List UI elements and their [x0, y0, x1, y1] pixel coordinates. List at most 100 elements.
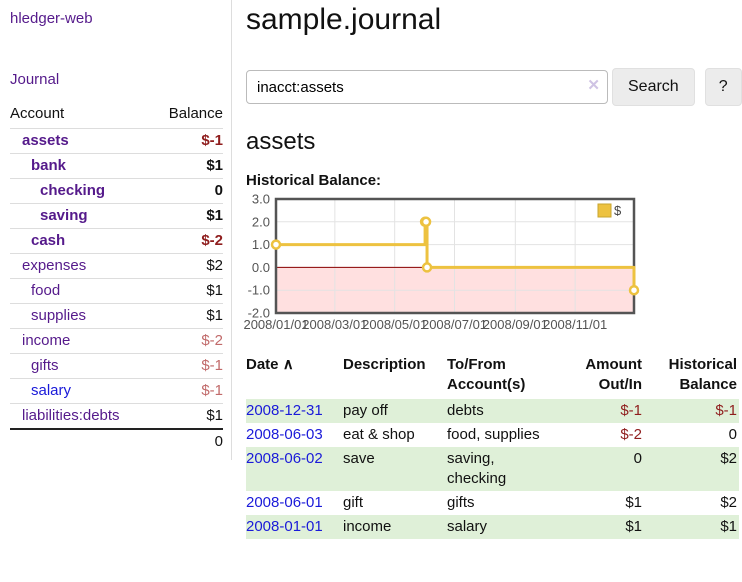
accounts-col-account: Account [10, 105, 65, 122]
transaction-accounts: salary [447, 518, 488, 535]
svg-text:2008/03/01: 2008/03/01 [302, 317, 367, 332]
col-amount: Amount Out/In [585, 356, 642, 393]
transaction-date-link[interactable]: 2008-06-01 [246, 494, 323, 511]
account-row: salary $-1 [10, 378, 223, 404]
transaction-row: 2008-12-31 pay off debts $-1 $-1 [246, 399, 739, 423]
transaction-balance: $2 [720, 450, 737, 467]
account-row: gifts $-1 [10, 353, 223, 379]
main-content: sample.journal ✕ Search ? assets Histori… [232, 0, 742, 563]
account-balance: $1 [152, 403, 223, 429]
transaction-description: save [343, 450, 375, 467]
legend-swatch [597, 203, 612, 218]
transaction-balance: $2 [720, 494, 737, 511]
sidebar-item-journal[interactable]: Journal [10, 71, 60, 88]
account-row: bank $1 [10, 153, 223, 179]
accounts-col-balance: Balance [168, 105, 223, 122]
svg-text:2008/05/01: 2008/05/01 [362, 317, 427, 332]
account-link[interactable]: liabilities:debts [22, 407, 120, 424]
account-heading: assets [246, 128, 316, 155]
transaction-date-link[interactable]: 2008-06-02 [246, 450, 323, 467]
account-link[interactable]: assets [22, 132, 69, 149]
accounts-total-row: 0 [10, 428, 223, 454]
transaction-description: gift [343, 494, 364, 511]
transaction-row: 2008-06-02 save saving, checking 0 $2 [246, 447, 739, 491]
account-balance: 0 [152, 178, 223, 204]
accounts-tbody: assets $-1 bank $1 checking 0 saving $1 … [10, 128, 223, 429]
search-input[interactable] [246, 70, 608, 104]
account-link[interactable]: food [31, 282, 61, 299]
transaction-row: 2008-06-03 eat & shop food, supplies $-2… [246, 423, 739, 447]
transaction-amount: $-2 [620, 426, 642, 443]
transaction-row: 2008-06-01 gift gifts $1 $2 [246, 491, 739, 515]
account-link[interactable]: salary [31, 382, 72, 399]
transaction-date-link[interactable]: 2008-06-03 [246, 426, 323, 443]
account-balance: $-1 [152, 128, 223, 154]
account-link[interactable]: supplies [31, 307, 87, 324]
account-row: saving $1 [10, 203, 223, 229]
svg-text:0.0: 0.0 [252, 260, 270, 275]
svg-text:2008/07/01: 2008/07/01 [422, 317, 487, 332]
account-link[interactable]: income [22, 332, 71, 349]
account-link[interactable]: checking [40, 182, 106, 199]
transaction-amount: $1 [625, 518, 642, 535]
account-row: income $-2 [10, 328, 223, 354]
account-balance: $2 [152, 253, 223, 279]
account-row: cash $-2 [10, 228, 223, 254]
svg-text:-1.0: -1.0 [248, 283, 270, 298]
transaction-row: 2008-01-01 income salary $1 $1 [246, 515, 739, 539]
col-account: To/From Account(s) [447, 356, 526, 393]
accounts-total: 0 [152, 428, 223, 454]
account-balance: $-2 [152, 328, 223, 354]
historical-balance-chart: $3.0 2.0 1.0 0.0 -1.0 -2.0 2008/01/01 2008/03/0… [243, 192, 742, 337]
account-link[interactable]: saving [40, 207, 88, 224]
account-link[interactable]: expenses [22, 257, 87, 274]
accounts-header-row: Account Balance [10, 102, 223, 129]
transaction-balance: $-1 [715, 402, 737, 419]
transaction-amount: 0 [633, 450, 642, 467]
account-balance: $-1 [152, 353, 223, 379]
clear-search-icon[interactable]: ✕ [587, 77, 600, 94]
account-row: supplies $1 [10, 303, 223, 329]
account-row: food $1 [10, 278, 223, 304]
brand-link[interactable]: hledger-web [10, 10, 93, 27]
transaction-description: eat & shop [343, 426, 415, 443]
account-link[interactable]: cash [31, 232, 66, 249]
account-row: expenses $2 [10, 253, 223, 279]
help-button[interactable]: ? [704, 68, 742, 106]
transaction-accounts: food, supplies [447, 426, 540, 443]
account-link[interactable]: bank [31, 157, 67, 174]
transaction-date-link[interactable]: 2008-01-01 [246, 518, 323, 535]
svg-text:1.0: 1.0 [252, 237, 270, 252]
svg-text:-2.0: -2.0 [248, 306, 270, 321]
page-title: sample.journal [246, 3, 442, 36]
svg-text:3.0: 3.0 [252, 192, 270, 207]
account-row: checking 0 [10, 178, 223, 204]
transaction-amount: $1 [625, 494, 642, 511]
transaction-accounts: gifts [447, 494, 475, 511]
account-balance: $1 [152, 153, 223, 179]
account-balance: $-1 [152, 378, 223, 404]
col-balance: Historical Balance [668, 356, 737, 393]
transaction-accounts: saving, checking [447, 450, 507, 487]
svg-text:2008/09/01: 2008/09/01 [483, 317, 548, 332]
account-link[interactable]: gifts [31, 357, 59, 374]
sidebar: hledger-web Journal Account Balance asse… [0, 0, 232, 460]
transaction-date-link[interactable]: 2008-12-31 [246, 402, 323, 419]
account-row: assets $-1 [10, 128, 223, 154]
transaction-accounts: debts [447, 402, 484, 419]
transaction-balance: $1 [720, 518, 737, 535]
account-balance: $1 [152, 278, 223, 304]
col-date[interactable]: Date ∧ [246, 356, 294, 373]
account-row: liabilities:debts $1 [10, 403, 223, 429]
account-balance: $1 [152, 303, 223, 329]
search-form: ✕ Search ? [246, 68, 742, 106]
search-button[interactable]: Search [612, 68, 695, 106]
transaction-balance: 0 [728, 426, 737, 443]
col-description: Description [343, 356, 426, 373]
legend-label: $ [614, 203, 622, 218]
accounts-table: Account Balance assets $-1 bank $1 check… [10, 102, 223, 454]
register-header-row: Date ∧ Description To/From Account(s) Am… [246, 353, 739, 399]
register-table: Date ∧ Description To/From Account(s) Am… [246, 353, 739, 539]
svg-text:2.0: 2.0 [252, 214, 270, 229]
